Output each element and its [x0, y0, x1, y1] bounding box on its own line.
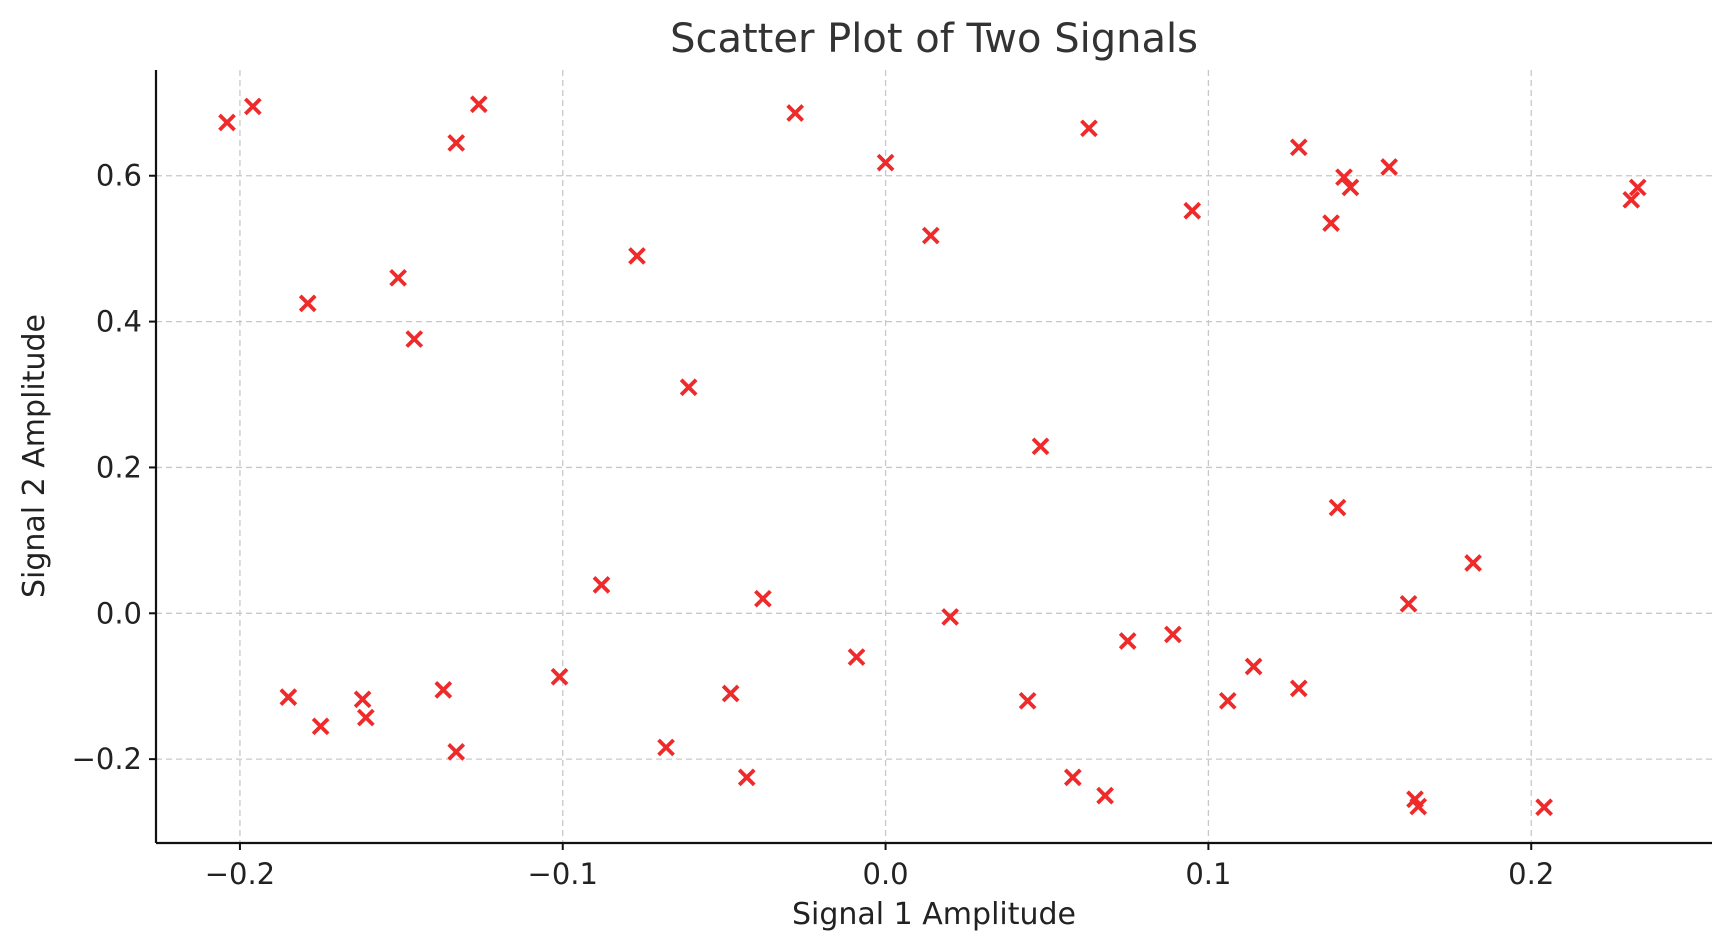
data-point: [1031, 437, 1050, 456]
data-point: [1183, 201, 1202, 220]
data-point: [447, 134, 466, 152]
data-point: [1218, 691, 1237, 710]
data-point: [1164, 625, 1182, 644]
x-tick-label: 0.1: [1185, 857, 1231, 891]
data-point: [592, 576, 611, 594]
grid-layer: [156, 70, 1712, 843]
data-point: [657, 738, 675, 757]
data-point: [356, 708, 375, 727]
data-point: [1322, 214, 1340, 232]
data-point: [298, 294, 317, 313]
data-point: [721, 684, 740, 703]
x-tick-label: 0.2: [1508, 857, 1554, 891]
chart-title: Scatter Plot of Two Signals: [670, 16, 1198, 62]
y-tick-label: 0.0: [96, 596, 142, 630]
y-tick-label: 0.2: [96, 450, 142, 484]
data-point: [847, 648, 866, 666]
data-point: [1335, 168, 1353, 187]
data-point: [353, 690, 372, 709]
data-point: [1399, 594, 1418, 613]
data-point: [244, 97, 262, 116]
data-point: [1118, 632, 1137, 650]
y-tick-label: 0.6: [96, 159, 142, 193]
x-tick-label: −0.1: [528, 857, 598, 891]
data-point: [447, 743, 466, 761]
data-point: [1328, 498, 1347, 517]
data-point: [876, 153, 895, 172]
data-point: [469, 95, 488, 114]
data-point: [1622, 190, 1641, 209]
data-point: [679, 378, 698, 397]
data-point: [941, 608, 959, 626]
data-point: [1289, 679, 1308, 698]
data-point: [1535, 798, 1553, 817]
axes-layer: [154, 70, 1712, 845]
data-point: [389, 268, 407, 287]
y-tick-label: −0.2: [72, 742, 142, 776]
data-point: [754, 589, 772, 608]
data-point: [1289, 138, 1308, 157]
data-point: [1464, 554, 1482, 572]
data-point: [1096, 786, 1114, 805]
x-axis-label: Signal 1 Amplitude: [792, 897, 1076, 932]
y-axis-label: Signal 2 Amplitude: [17, 314, 52, 598]
data-point: [1409, 797, 1428, 816]
data-point: [1380, 158, 1399, 176]
data-point: [921, 226, 940, 245]
y-tick-label: 0.4: [96, 305, 142, 339]
data-point: [311, 717, 330, 736]
data-point: [279, 688, 298, 706]
data-point: [1063, 768, 1082, 787]
data-point: [434, 681, 453, 699]
data-point: [1341, 178, 1360, 197]
ticks-layer: −0.2 −0.1 0.0 0.1 0.2 −0.2 0.0 0.2 0.4 0.6: [72, 159, 1555, 891]
x-tick-label: 0.0: [863, 857, 909, 891]
data-point: [550, 667, 569, 686]
data-point: [737, 768, 756, 787]
data-point: [218, 113, 236, 132]
data-point: [405, 330, 424, 348]
data-point: [628, 247, 646, 265]
data-point: [786, 104, 805, 122]
data-point: [1628, 178, 1647, 197]
points-layer: [218, 95, 1647, 817]
data-point: [1018, 691, 1037, 710]
data-point: [1244, 657, 1263, 676]
x-tick-label: −0.2: [205, 857, 275, 891]
data-point: [1080, 119, 1098, 138]
